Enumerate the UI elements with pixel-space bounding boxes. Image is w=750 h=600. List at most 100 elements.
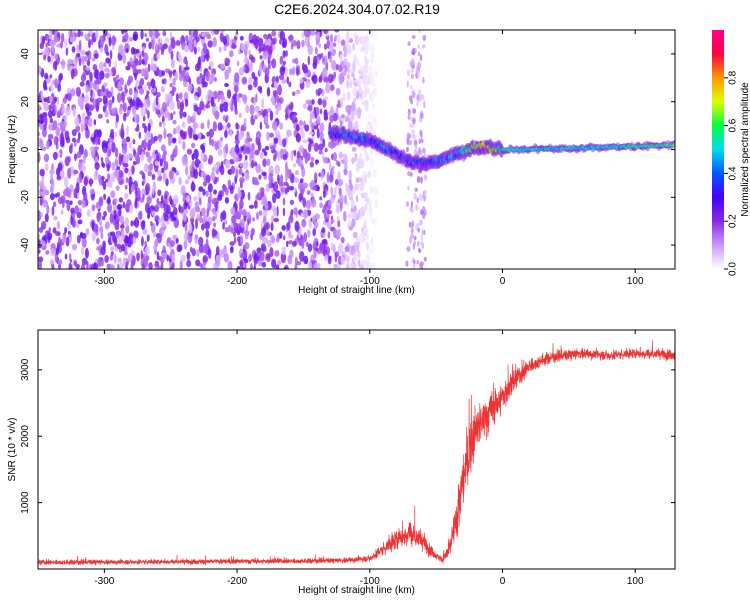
spectrogram-noise-cell [132,111,137,118]
spectrogram-noise-cell [374,203,379,209]
spectrogram-noise-cell [111,141,116,153]
spectrogram-noise-cell [215,161,221,167]
spectrogram-noise-cell [57,259,63,265]
spectrogram-noise-cell [38,248,41,255]
spectrogram-noise-cell [38,256,44,263]
spectrogram-interference-cell [416,70,421,79]
spectrogram-noise-cell [132,31,139,41]
spectrogram-noise-cell [286,76,290,85]
spectrogram-noise-cell [277,156,281,161]
spectrogram-noise-cell [286,240,289,248]
spectrogram-noise-cell [218,140,223,148]
spectrogram-noise-cell [76,151,82,159]
spectrogram-noise-cell [75,87,81,92]
spectrogram-noise-cell [122,201,126,209]
spectrogram-noise-cell [335,229,340,241]
spectrogram-noise-cell [314,46,318,55]
spectrogram-noise-cell [266,158,271,167]
spectrogram-noise-cell [69,37,75,43]
spectrogram-noise-cell [94,68,100,80]
spectrogram-noise-cell [283,181,289,186]
spectrogram-noise-cell [65,236,70,247]
spectrogram-noise-cell [232,93,237,100]
spectrogram-noise-cell [215,201,218,212]
spectrogram-noise-cell [229,246,234,254]
spectrogram-noise-cell [124,83,127,93]
spectrogram-interference-cell [419,219,423,226]
spectrogram-noise-cell [102,95,108,104]
spectrogram-noise-cell [80,246,85,255]
spectrogram-noise-cell [361,206,365,212]
spectrogram-noise-cell [222,101,229,109]
spectrogram-noise-cell [147,122,151,133]
spectrogram-noise-cell [112,77,118,83]
spectrogram-noise-cell [283,148,287,153]
x-tick-label: -200 [227,576,247,587]
spectrogram-noise-cell [56,192,61,198]
spectrogram-noise-cell [184,222,188,233]
spectrogram-noise-cell [50,174,53,182]
spectrogram-noise-cell [297,181,304,190]
spectrogram-noise-cell [222,221,225,230]
spectrogram-noise-cell [55,247,60,256]
spectrogram-noise-cell [373,30,378,40]
spectrogram-noise-cell [208,61,214,68]
spectrogram-noise-cell [187,115,192,124]
spectrogram-noise-cell [169,240,175,247]
spectrogram-noise-cell [294,256,298,267]
spectrogram-noise-cell [180,255,186,262]
spectrogram-noise-cell [193,104,199,112]
spectrogram-noise-cell [124,184,128,190]
spectrogram-noise-cell [111,95,115,104]
spectrogram-noise-cell [192,121,199,129]
spectrogram-noise-cell [319,202,323,209]
spectrogram-noise-cell [68,253,72,260]
spectrogram-noise-cell [181,121,186,129]
spectrogram-noise-cell [56,175,62,181]
spectrogram-noise-cell [122,54,127,64]
spectrogram-noise-cell [289,199,295,205]
spectrogram-noise-cell [347,73,350,80]
spectrogram-noise-cell [232,151,237,163]
spectrogram-noise-cell [155,108,161,115]
spectrogram-noise-cell [40,89,44,99]
y-tick-label: 0 [20,146,31,152]
spectrogram-noise-cell [100,232,104,240]
spectrogram-noise-cell [358,85,362,93]
spectrogram-interference-cell [406,246,411,252]
spectrogram-interference-cell [408,41,411,46]
spectrogram-noise-cell [211,227,215,239]
spectrogram-noise-cell [154,160,159,167]
spectrogram-noise-cell [323,188,326,199]
spectrogram-noise-cell [317,98,323,106]
spectrogram-noise-cell [185,179,189,185]
spectrogram-noise-cell [271,235,276,244]
spectrogram-noise-cell [122,154,129,165]
spectrogram-noise-cell [209,191,212,203]
spectrogram-interference-cell [413,240,417,246]
spectrogram-interference-cell [423,208,427,216]
spectrogram-noise-cell [337,243,344,255]
spectrogram-noise-cell [167,134,173,144]
spectrogram-noise-cell [140,188,147,198]
spectrogram-interference-cell [410,68,414,74]
spectrogram-noise-cell [315,159,320,164]
spectrogram-noise-cell [319,108,323,115]
spectrogram-noise-cell [100,90,106,97]
spectrogram-noise-cell [144,84,147,92]
spectrogram-noise-cell [365,260,371,269]
spectrogram-noise-cell [147,63,151,73]
spectrogram-noise-cell [197,33,201,41]
spectrogram-noise-cell [118,106,123,115]
spectrogram-noise-cell [140,30,144,40]
spectrogram-noise-cell [169,83,173,88]
spectrogram-noise-cell [222,35,228,46]
spectrogram-noise-cell [116,243,122,250]
spectrogram-noise-cell [364,58,369,64]
spectrogram-noise-cell [93,79,99,85]
spectrogram-noise-cell [277,150,281,158]
spectrogram-noise-cell [253,263,256,269]
spectrogram-noise-cell [241,76,248,85]
spectrogram-noise-cell [161,78,165,85]
